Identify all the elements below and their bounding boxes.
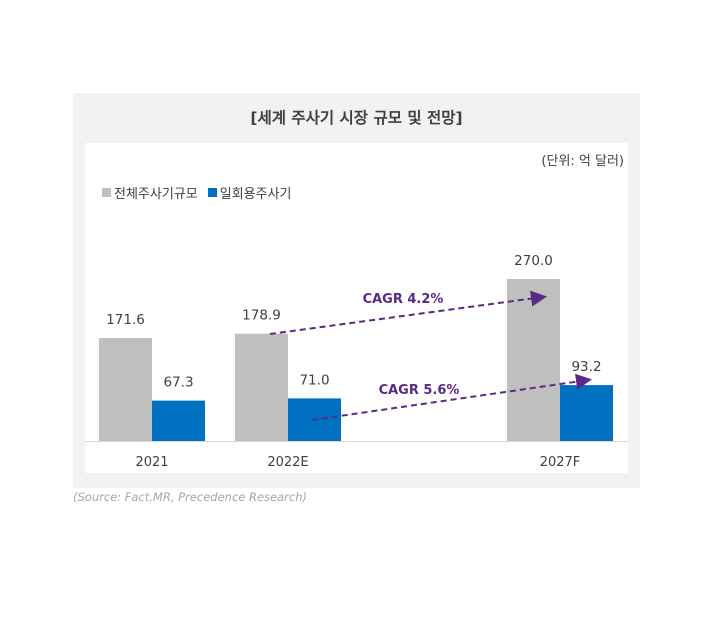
value-label: 178.9 — [242, 308, 281, 324]
legend-label-disposable: 일회용주사기 — [219, 187, 292, 202]
value-label: 171.6 — [106, 312, 145, 328]
chart-title: [세계 주사기 시장 규모 및 전망] — [250, 109, 463, 127]
bar-disposable-2027F — [560, 385, 613, 441]
value-label: 270.0 — [514, 253, 553, 269]
cagr-arrow — [311, 373, 592, 421]
legend-swatch-total — [102, 188, 111, 197]
category-label: 2027F — [540, 455, 581, 470]
legend-item-disposable: 일회용주사기 — [207, 183, 292, 202]
value-label: 67.3 — [163, 375, 193, 391]
bar-total-2027F — [507, 279, 560, 441]
value-label: 93.2 — [571, 359, 601, 375]
bar-total-2022E — [235, 333, 288, 441]
cagr-arrow — [269, 290, 547, 335]
legend-label-total: 전체주사기규모 — [114, 187, 198, 202]
category-label: 2021 — [135, 455, 168, 470]
value-label: 71.0 — [299, 372, 329, 388]
category-label: 2022E — [267, 455, 308, 470]
cagr-label: CAGR 5.6% — [379, 383, 460, 398]
bar-disposable-2021 — [152, 400, 205, 441]
bar-total-2021 — [99, 338, 152, 441]
legend-item-total: 전체주사기규모 — [102, 183, 198, 202]
cagr-label: CAGR 4.2% — [363, 292, 444, 307]
legend: 전체주사기규모 일회용주사기 — [102, 183, 292, 202]
legend-swatch-disposable — [207, 188, 217, 197]
unit-label: (단위: 억 달러) — [541, 154, 624, 169]
source-note: (Source: Fact.MR, Precedence Research) — [73, 490, 307, 504]
